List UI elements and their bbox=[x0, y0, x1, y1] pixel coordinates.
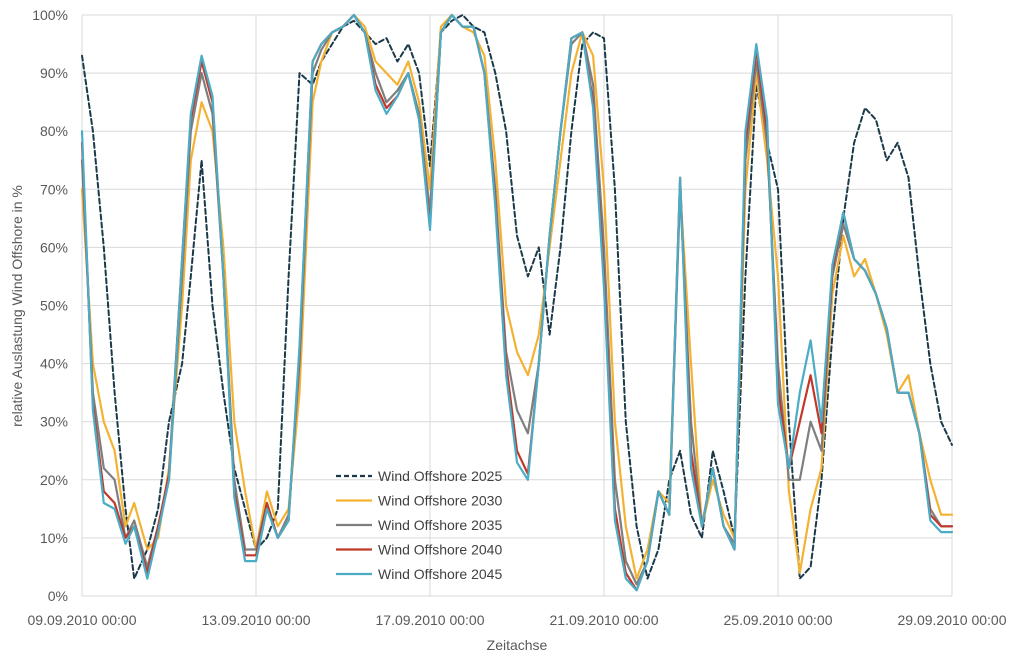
y-tick-label: 30% bbox=[40, 414, 68, 430]
legend-label: Wind Offshore 2040 bbox=[378, 542, 502, 558]
y-tick-label: 60% bbox=[40, 239, 68, 255]
y-tick-label: 10% bbox=[40, 530, 68, 546]
x-axis-title: Zeitachse bbox=[487, 637, 548, 653]
legend-label: Wind Offshore 2025 bbox=[378, 468, 502, 484]
x-tick-label: 21.09.2010 00:00 bbox=[550, 612, 659, 628]
y-tick-label: 0% bbox=[48, 588, 68, 604]
series-lines bbox=[80, 13, 954, 592]
x-tick-label: 29.09.2010 00:00 bbox=[898, 612, 1007, 628]
legend: Wind Offshore 2025 Wind Offshore 2030 Wind… bbox=[336, 468, 502, 582]
y-tick-label: 40% bbox=[40, 356, 68, 372]
legend-label: Wind Offshore 2035 bbox=[378, 517, 502, 533]
series-line-1 bbox=[81, 14, 953, 580]
x-tick-label: 09.09.2010 00:00 bbox=[28, 612, 137, 628]
y-tick-label: 70% bbox=[40, 181, 68, 197]
y-tick-label: 90% bbox=[40, 65, 68, 81]
y-tick-label: 50% bbox=[40, 298, 68, 314]
legend-label: Wind Offshore 2030 bbox=[378, 493, 502, 509]
series-line-5 bbox=[80, 13, 954, 592]
y-tick-label: 80% bbox=[40, 123, 68, 139]
tick-labels: 0% 10% 20% 30% 40% 50% 60% 70% 80% 90% 100% 09.09.2… bbox=[28, 7, 1007, 628]
legend-label: Wind Offshore 2045 bbox=[378, 566, 502, 582]
series-line-2 bbox=[80, 13, 954, 580]
x-tick-label: 17.09.2010 00:00 bbox=[376, 612, 485, 628]
y-tick-label: 20% bbox=[40, 472, 68, 488]
y-tick-label: 100% bbox=[32, 7, 68, 23]
x-tick-label: 25.09.2010 00:00 bbox=[724, 612, 833, 628]
y-axis-title: relative Auslastung Wind Offshore in % bbox=[9, 185, 25, 427]
x-tick-label: 13.09.2010 00:00 bbox=[202, 612, 311, 628]
